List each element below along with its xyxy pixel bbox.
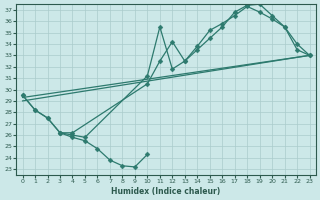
X-axis label: Humidex (Indice chaleur): Humidex (Indice chaleur) — [111, 187, 221, 196]
